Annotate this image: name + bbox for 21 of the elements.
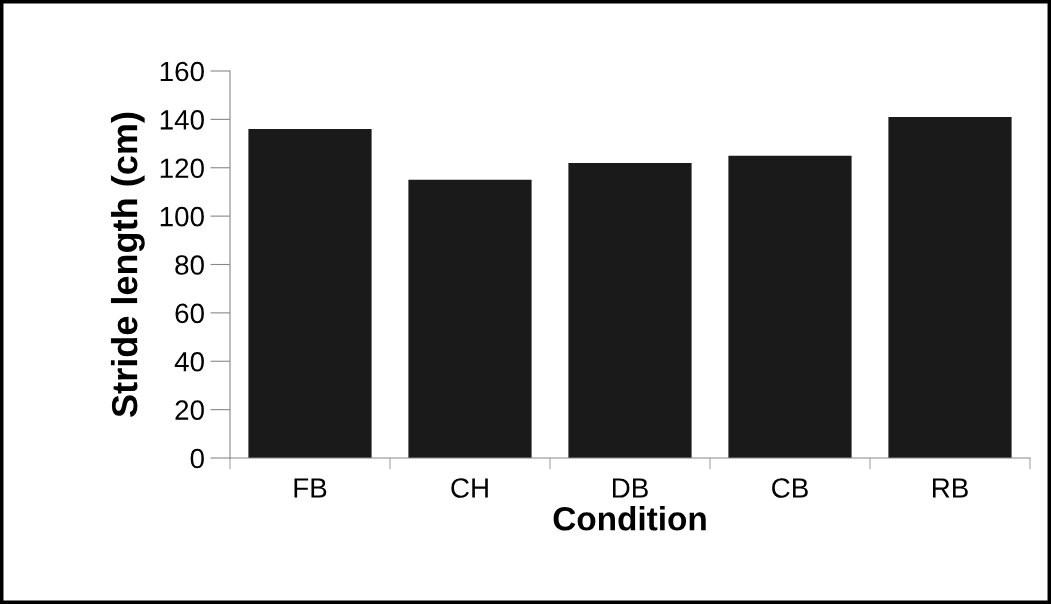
x-axis-title: Condition	[553, 506, 706, 531]
y-tick-label: 60	[175, 303, 204, 324]
bar	[248, 129, 372, 458]
bar	[568, 162, 692, 458]
x-tick-label: FB	[294, 478, 327, 498]
y-tick-label: 40	[174, 351, 204, 372]
bar	[728, 155, 852, 458]
x-tick-label: RB	[932, 478, 968, 498]
bar	[888, 116, 1012, 458]
x-tick-label: CB	[772, 478, 808, 498]
y-tick-label: 20	[175, 400, 204, 420]
x-tick-label: DB	[612, 478, 648, 498]
y-tick-label: 120	[160, 158, 204, 179]
y-axis-title: Stride length (cm)	[110, 112, 145, 417]
y-tick-label: 0	[190, 448, 204, 469]
y-tick-label: 100	[160, 206, 204, 227]
y-tick-label: 80	[175, 255, 204, 275]
y-tick-label: 140	[160, 110, 204, 130]
bar	[408, 179, 532, 458]
x-tick-label: CH	[451, 478, 488, 498]
y-tick-label: 160	[160, 61, 204, 82]
